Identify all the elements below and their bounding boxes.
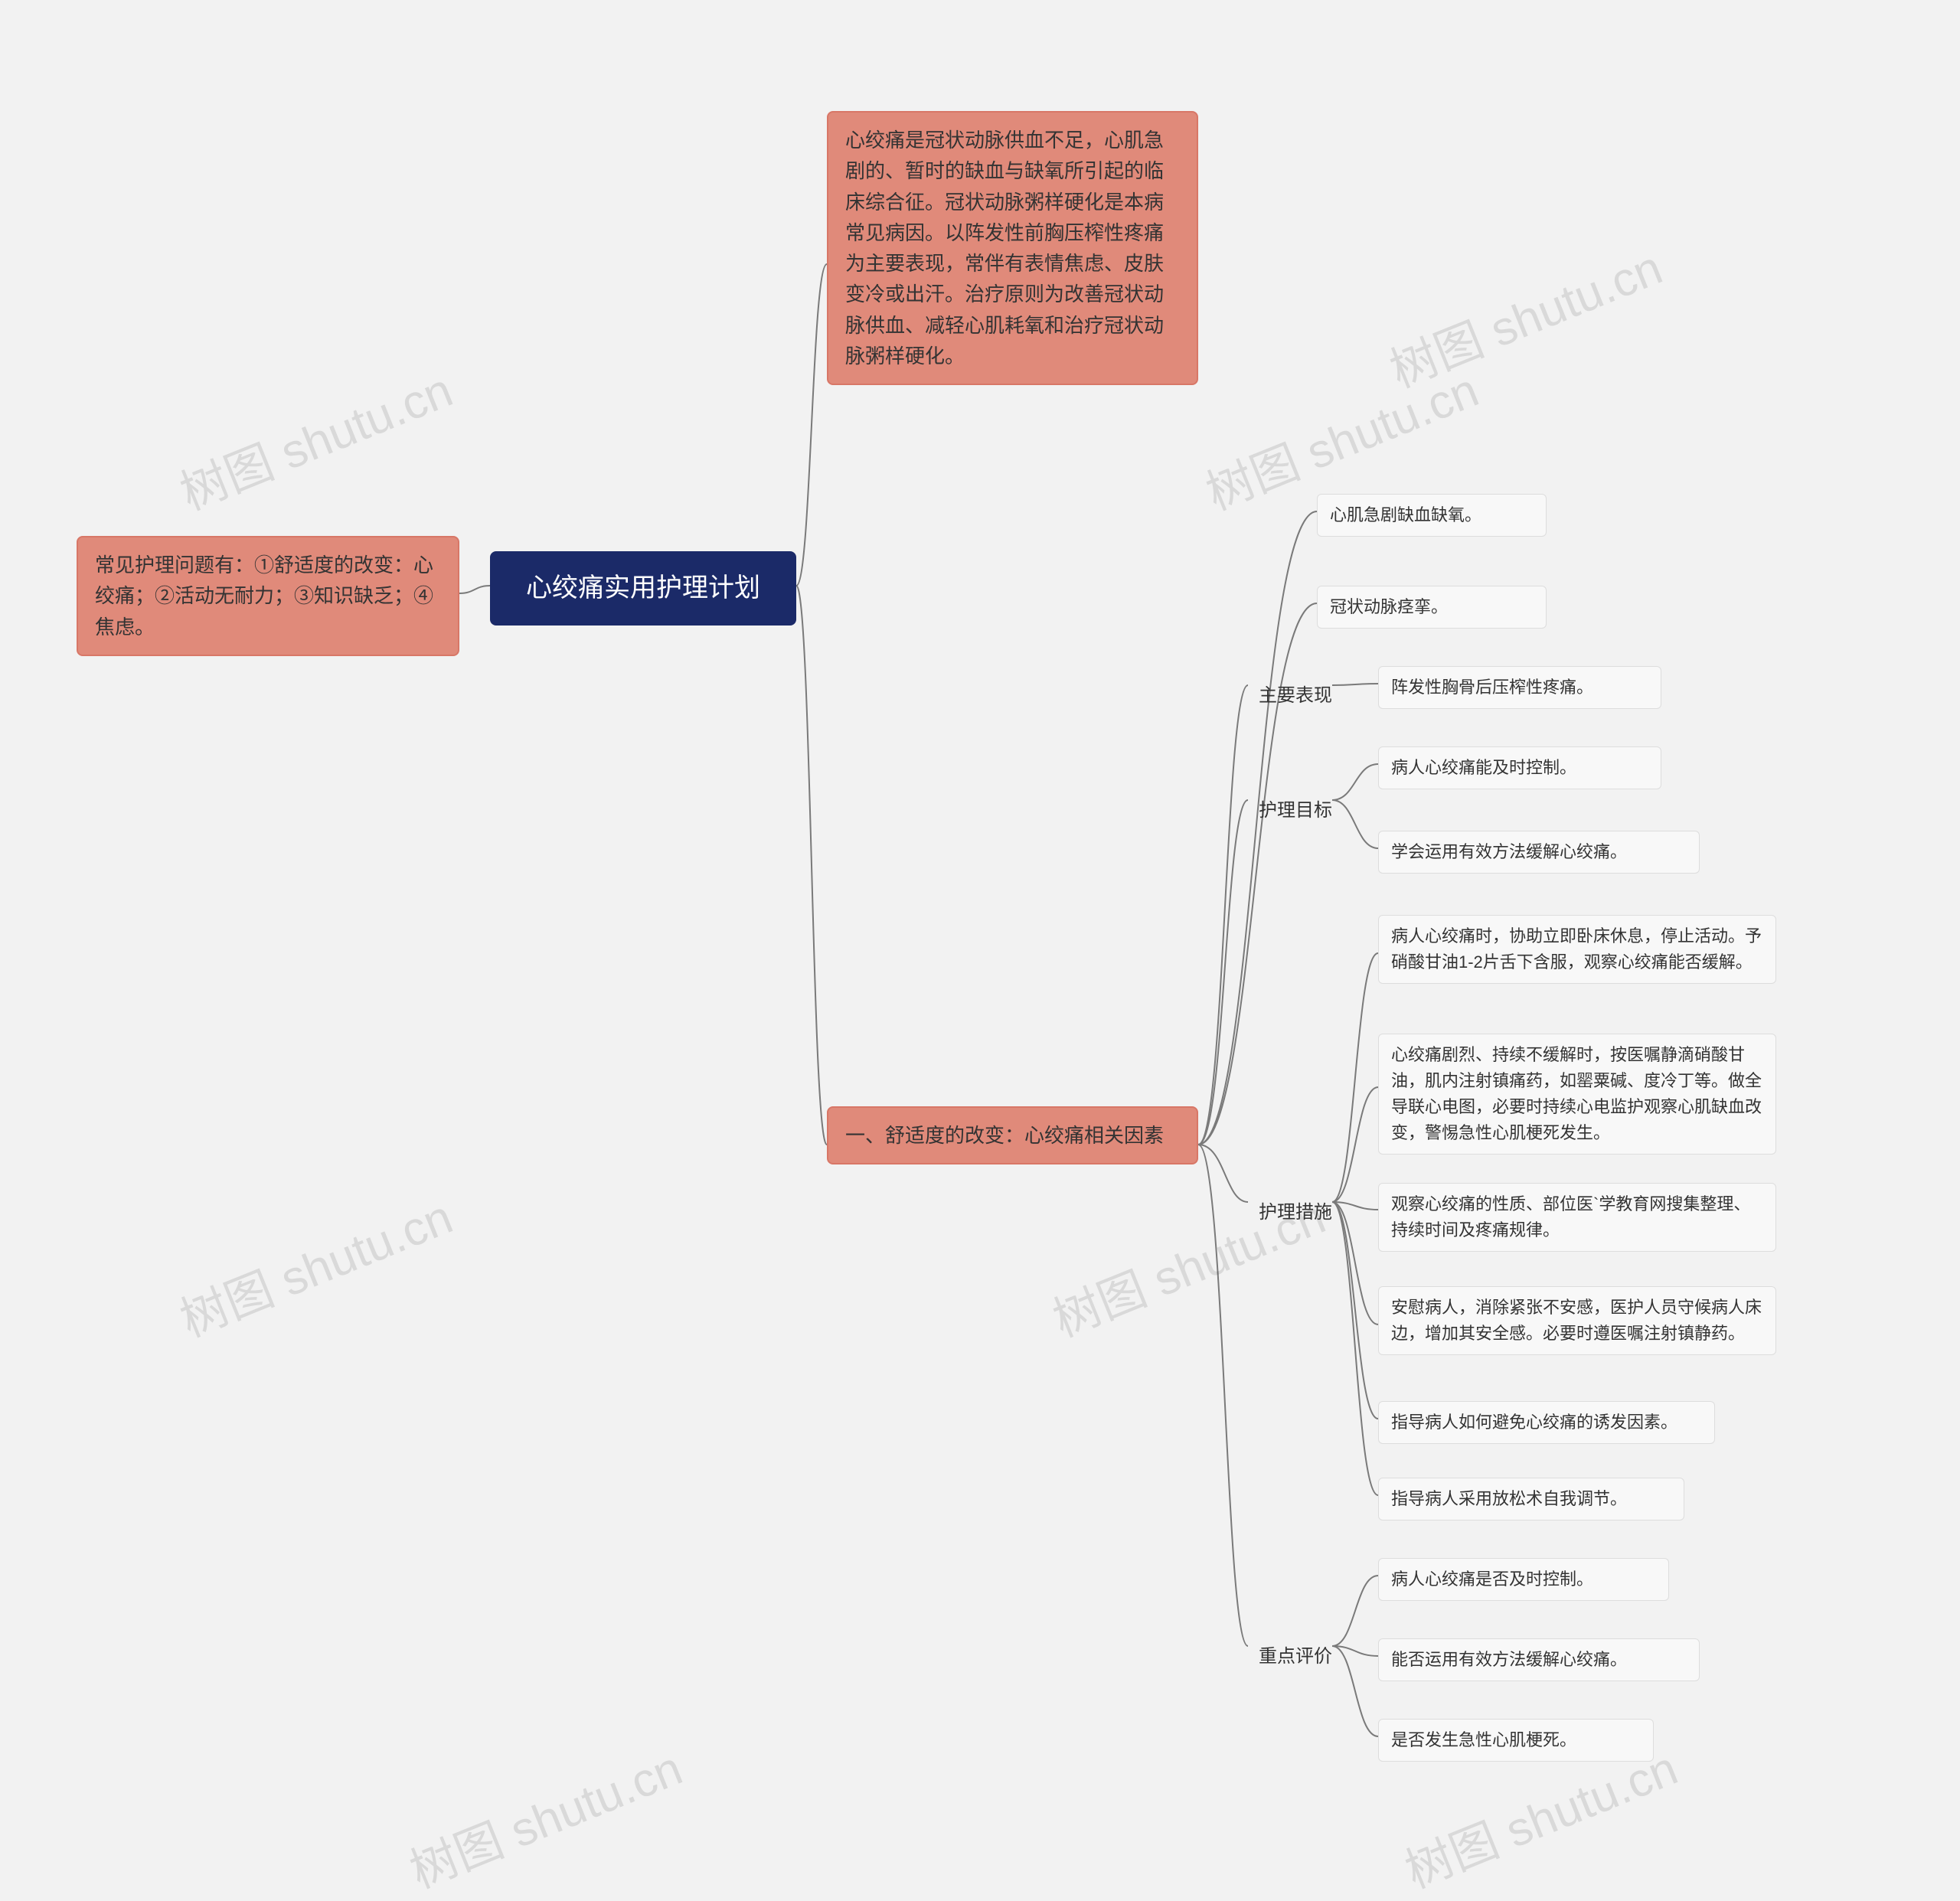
goal-b-leaf[interactable]: 学会运用有效方法缓解心绞痛。 <box>1378 831 1700 874</box>
measure-e-leaf[interactable]: 指导病人如何避免心绞痛的诱发因素。 <box>1378 1401 1715 1444</box>
eval-b-leaf[interactable]: 能否运用有效方法缓解心绞痛。 <box>1378 1638 1700 1681</box>
left-summary-node[interactable]: 常见护理问题有：①舒适度的改变：心绞痛；②活动无耐力；③知识缺乏；④焦虑。 <box>77 536 459 656</box>
measure-a-leaf[interactable]: 病人心绞痛时，协助立即卧床休息，停止活动。予硝酸甘油1-2片舌下含服，观察心绞痛… <box>1378 915 1776 984</box>
measure-f-leaf[interactable]: 指导病人采用放松术自我调节。 <box>1378 1478 1684 1520</box>
factor-a-leaf[interactable]: 心肌急剧缺血缺氧。 <box>1317 494 1547 537</box>
measure-c-leaf[interactable]: 观察心绞痛的性质、部位医`学教育网搜集整理、持续时间及疼痛规律。 <box>1378 1183 1776 1252</box>
intro-node[interactable]: 心绞痛是冠状动脉供血不足，心肌急剧的、暂时的缺血与缺氧所引起的临床综合征。冠状动… <box>827 111 1198 385</box>
measure-d-leaf[interactable]: 安慰病人，消除紧张不安感，医护人员守候病人床边，增加其安全感。必要时遵医嘱注射镇… <box>1378 1286 1776 1355</box>
eval-c-leaf[interactable]: 是否发生急性心肌梗死。 <box>1378 1719 1654 1762</box>
watermark-text: 树图 shutu.cn <box>398 1730 691 1901</box>
watermark-text: 树图 shutu.cn <box>1378 229 1671 400</box>
factor-b-leaf[interactable]: 冠状动脉痉挛。 <box>1317 586 1547 629</box>
eval-a-leaf[interactable]: 病人心绞痛是否及时控制。 <box>1378 1558 1669 1601</box>
goal-a-leaf[interactable]: 病人心绞痛能及时控制。 <box>1378 746 1661 789</box>
factors-title-node[interactable]: 一、舒适度的改变：心绞痛相关因素 <box>827 1106 1198 1164</box>
root-node[interactable]: 心绞痛实用护理计划 <box>490 551 796 626</box>
manifest-label[interactable]: 主要表现 <box>1248 674 1343 713</box>
watermark-text: 树图 shutu.cn <box>168 351 461 523</box>
watermark-text: 树图 shutu.cn <box>168 1178 461 1350</box>
measure-label[interactable]: 护理措施 <box>1248 1191 1343 1230</box>
eval-label[interactable]: 重点评价 <box>1248 1635 1343 1674</box>
measure-b-leaf[interactable]: 心绞痛剧烈、持续不缓解时，按医嘱静滴硝酸甘油，肌内注射镇痛药，如罂粟碱、度冷丁等… <box>1378 1034 1776 1155</box>
manifest-a-leaf[interactable]: 阵发性胸骨后压榨性疼痛。 <box>1378 666 1661 709</box>
goal-label[interactable]: 护理目标 <box>1248 789 1343 828</box>
